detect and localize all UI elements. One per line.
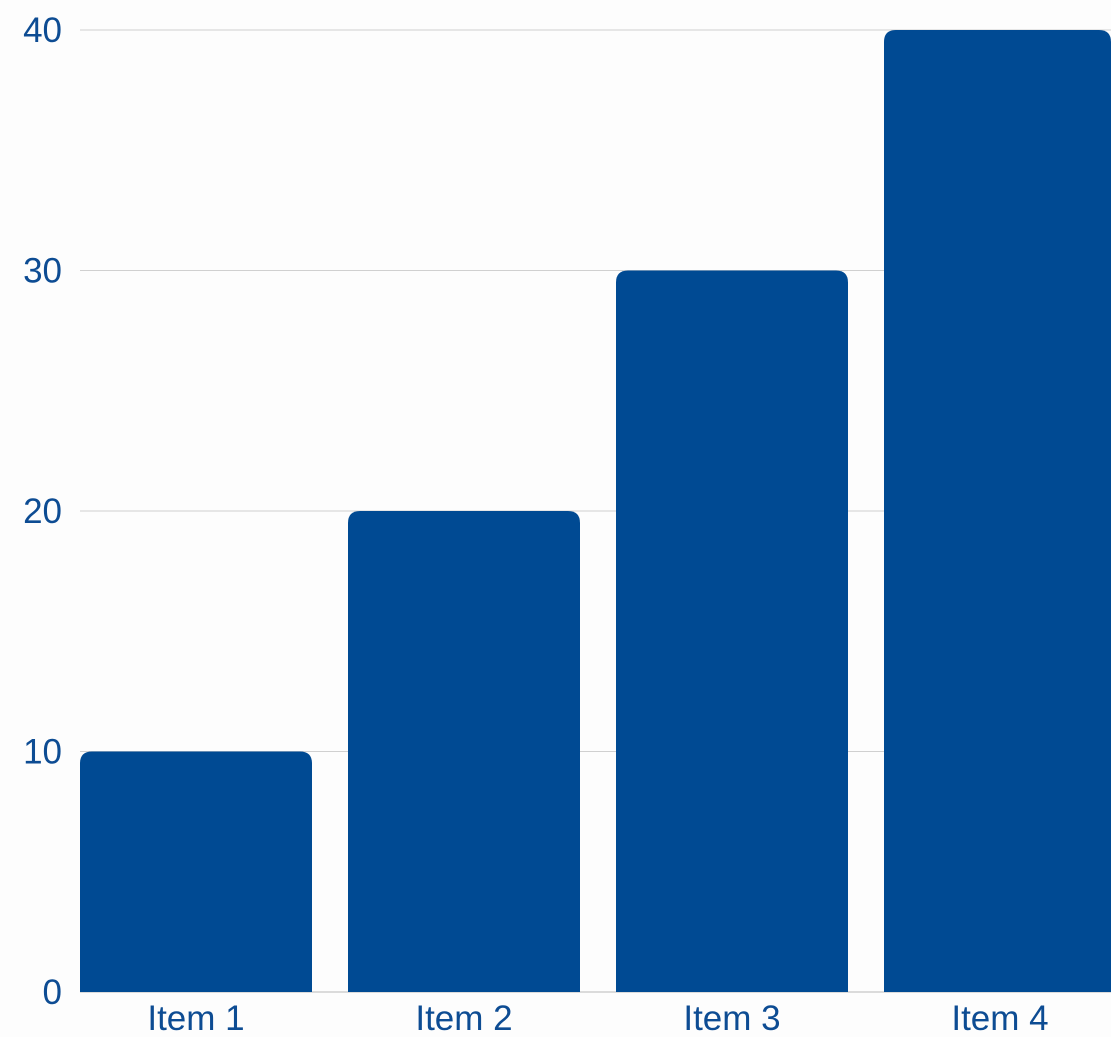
y-axis-tick-labels: 0 10 20 30 40 [23,11,62,1012]
x-category-label: Item 2 [415,999,512,1037]
bar-1 [80,751,312,992]
bar-2 [348,511,580,992]
bar-3 [616,270,848,992]
y-tick-label: 10 [23,733,62,772]
y-tick-label: 30 [23,252,62,291]
y-tick-label: 40 [23,11,62,50]
x-category-label: Item 3 [683,999,780,1037]
x-category-label: Item 1 [147,999,244,1037]
bars [80,30,1111,992]
x-axis-category-labels: Item 1 Item 2 Item 3 Item 4 [147,999,1048,1037]
x-category-label: Item 4 [951,999,1048,1037]
y-tick-label: 20 [23,492,62,531]
bar-4 [884,30,1111,992]
y-tick-label: 0 [43,973,62,1012]
